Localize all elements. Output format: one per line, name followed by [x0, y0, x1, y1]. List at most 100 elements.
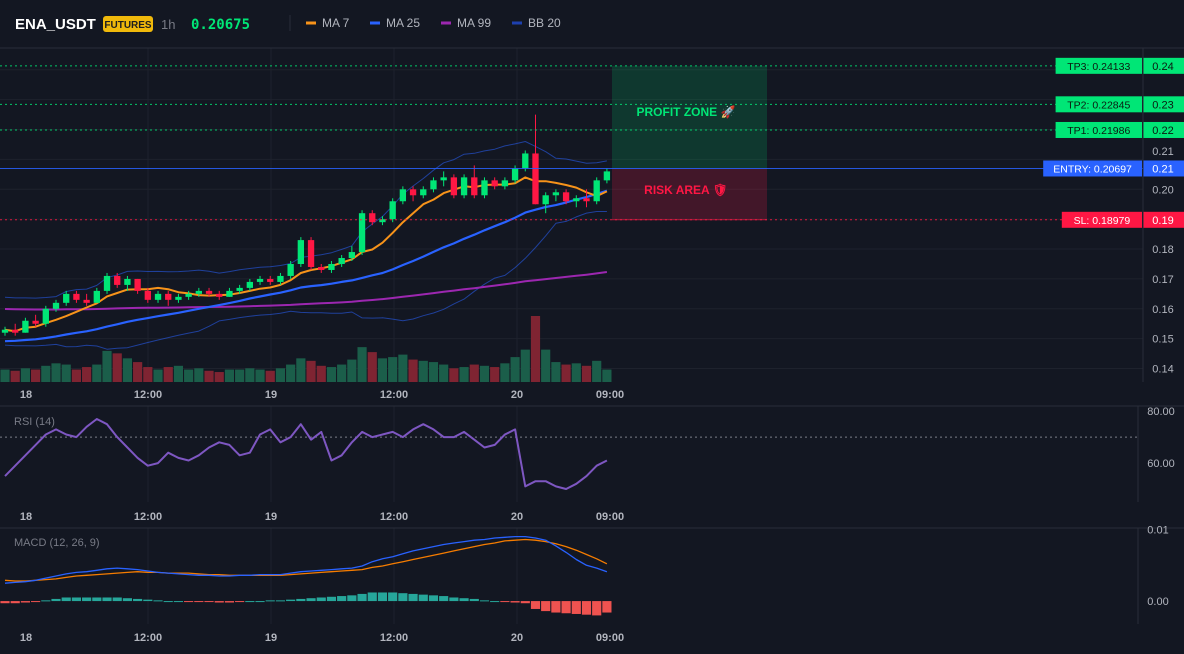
tp3-level-label: TP3: 0.24133 [1067, 61, 1130, 73]
candle-body [369, 213, 376, 223]
macd-hist-bar [10, 601, 20, 604]
volume-bar [530, 316, 541, 382]
macd-hist-bar [306, 598, 316, 602]
macd-hist-bar [357, 593, 367, 602]
candle-body [511, 168, 519, 181]
volume-bar [459, 367, 469, 382]
macd-hist-bar [204, 601, 214, 603]
macd-hist-bar [551, 601, 561, 613]
macd-hist-bar [31, 601, 41, 603]
ma25-line [4, 189, 608, 343]
macd-hist-bar [255, 601, 265, 603]
volume-bar [235, 369, 245, 382]
macd-hist-bar [112, 597, 122, 602]
macd-hist-bar [347, 595, 357, 602]
candle-body [165, 293, 172, 300]
tp2-axis-tag [1143, 96, 1184, 113]
profit-zone-label: PROFIT ZONE 🚀 [637, 105, 736, 119]
bb-lower-band [4, 211, 607, 350]
volume-bar [61, 364, 71, 382]
candle-body [532, 153, 539, 205]
price-axis[interactable]: 0.21 0.20 0.18 0.17 0.16 0.15 0.14 [1152, 146, 1173, 376]
candle-body [562, 192, 570, 202]
candle-body [63, 293, 70, 303]
time-tick-1-1: 12:00 [134, 511, 162, 523]
grid-lines [0, 47, 1184, 624]
time-tick-2-1: 12:00 [134, 632, 162, 644]
candle-body [195, 290, 202, 294]
time-axes[interactable]: 18 12:00 19 12:00 20 09:00 18 12:00 19 12:00 20 09:… [20, 389, 624, 644]
volume-bar [428, 362, 439, 382]
candle-body [430, 180, 437, 190]
candle-body [379, 219, 386, 223]
candle-body [389, 201, 396, 220]
macd-hist-bar [398, 593, 408, 602]
indicator-legend: MA 7 MA 25 MA 99 BB 20 [306, 16, 561, 30]
candle-body [318, 266, 325, 270]
macd-hist-bar [530, 601, 541, 609]
volume-bar [122, 358, 133, 382]
macd-hist-bar [61, 597, 71, 602]
rsi-line [4, 418, 608, 490]
macd-hist-bar [245, 601, 255, 603]
volume-bar [367, 352, 377, 382]
candle-body [471, 177, 478, 196]
candle-body [73, 293, 80, 300]
macd-hist-bar [367, 592, 377, 602]
ma99-line [4, 271, 608, 311]
time-tick-1-2: 19 [265, 511, 277, 523]
candle-body [542, 195, 549, 205]
time-tick-0-3: 12:00 [380, 389, 408, 401]
time-tick-1-0: 18 [20, 511, 32, 523]
tp2-axis-tag-label: 0.23 [1152, 99, 1173, 111]
volume-bar [377, 358, 388, 382]
price-tick-0.18: 0.18 [1152, 244, 1173, 256]
volume-bar [184, 369, 194, 382]
candle-body [593, 180, 600, 202]
macd-tick-0.01: 0.01 [1147, 524, 1168, 536]
volume-bar [541, 349, 551, 382]
candle-body [358, 213, 366, 253]
time-tick-1-4: 20 [511, 511, 523, 523]
price-levels: TP3: 0.24133 0.24 TP2: 0.22845 0.23 TP1: 0.2… [0, 57, 1184, 228]
macd-hist-bar [143, 599, 153, 602]
volume-bar [265, 370, 275, 382]
candle-body [205, 290, 213, 294]
candle-body [277, 275, 284, 282]
volume-bar [347, 359, 357, 382]
macd-hist-bar [571, 601, 581, 614]
macd-hist-bar [326, 596, 337, 602]
candle-body [185, 293, 192, 297]
macd-hist-bar [581, 601, 592, 615]
volume-bar [153, 369, 163, 382]
macd-hist-bar [122, 598, 133, 602]
interval-label[interactable]: 1h [161, 17, 175, 32]
macd-axis: 0.01 0.00 [1147, 524, 1168, 608]
macd-hist-bar [82, 597, 92, 602]
price-tick-0.16: 0.16 [1152, 304, 1173, 316]
volume-bar [592, 360, 602, 382]
volume-bar [255, 369, 265, 382]
time-tick-2-5: 09:00 [596, 632, 624, 644]
candle-body [154, 293, 162, 300]
macd-hist-bar [428, 595, 439, 602]
volume-bar [296, 358, 306, 382]
macd-hist-bar [459, 598, 469, 602]
price-tick-0.14: 0.14 [1152, 364, 1173, 376]
volume-bar [398, 354, 408, 382]
futures-badge [103, 16, 153, 32]
candle-body [22, 320, 29, 333]
volume-bar [194, 368, 204, 382]
volume-bar [92, 364, 102, 382]
candle-body [603, 171, 611, 181]
candle-body [216, 293, 223, 297]
macd-hist-bar [51, 598, 61, 602]
volume-bar [286, 364, 296, 382]
sl-axis-tag-label: 0.19 [1152, 215, 1173, 227]
candle-body [338, 258, 345, 264]
volume-bar [316, 365, 326, 382]
volume-bar [204, 370, 214, 382]
rsi-series-line [4, 418, 608, 490]
candle-body [522, 153, 529, 169]
